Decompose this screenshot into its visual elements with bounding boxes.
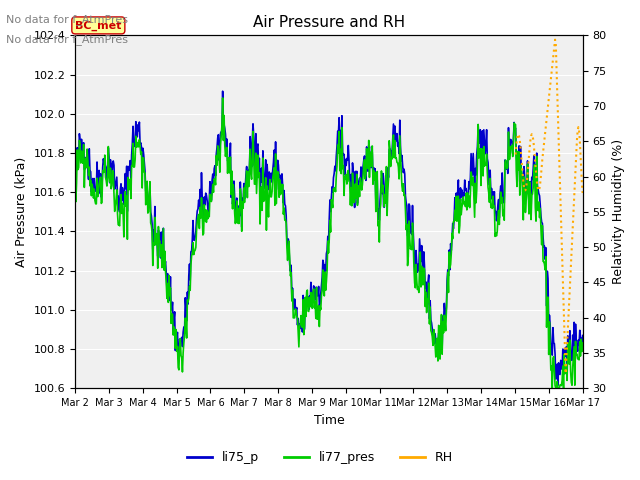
Text: No data for f_AtmPres: No data for f_AtmPres [6, 14, 129, 25]
li75_p [132, 124, 140, 130]
Legend: li75_p, li77_pres, RH: li75_p, li77_pres, RH [182, 446, 458, 469]
Text: No data for f_AtmPres: No data for f_AtmPres [6, 34, 129, 45]
Y-axis label: Relativity Humidity (%): Relativity Humidity (%) [612, 139, 625, 284]
X-axis label: Time: Time [314, 414, 344, 427]
li75_p [219, 88, 227, 94]
li75_p [71, 176, 79, 181]
li77_pres [132, 144, 140, 150]
li77_pres [71, 183, 79, 189]
li75_p [406, 203, 413, 209]
Line: li77_pres: li77_pres [75, 98, 582, 388]
li77_pres [219, 95, 227, 101]
li75_p [391, 123, 399, 129]
li77_pres [184, 299, 192, 305]
li75_p [579, 333, 586, 338]
Line: RH: RH [516, 40, 582, 373]
li75_p [554, 383, 562, 388]
Text: BC_met: BC_met [75, 20, 122, 31]
li77_pres [81, 184, 88, 190]
li77_pres [391, 138, 399, 144]
Y-axis label: Air Pressure (kPa): Air Pressure (kPa) [15, 156, 28, 267]
RH [579, 190, 586, 196]
li77_pres [579, 340, 586, 346]
Line: li75_p: li75_p [75, 91, 582, 385]
li75_p [184, 301, 192, 307]
Title: Air Pressure and RH: Air Pressure and RH [253, 15, 405, 30]
li77_pres [548, 385, 556, 391]
li77_pres [211, 178, 219, 183]
li75_p [81, 167, 88, 172]
li77_pres [406, 235, 413, 241]
li75_p [211, 163, 219, 168]
